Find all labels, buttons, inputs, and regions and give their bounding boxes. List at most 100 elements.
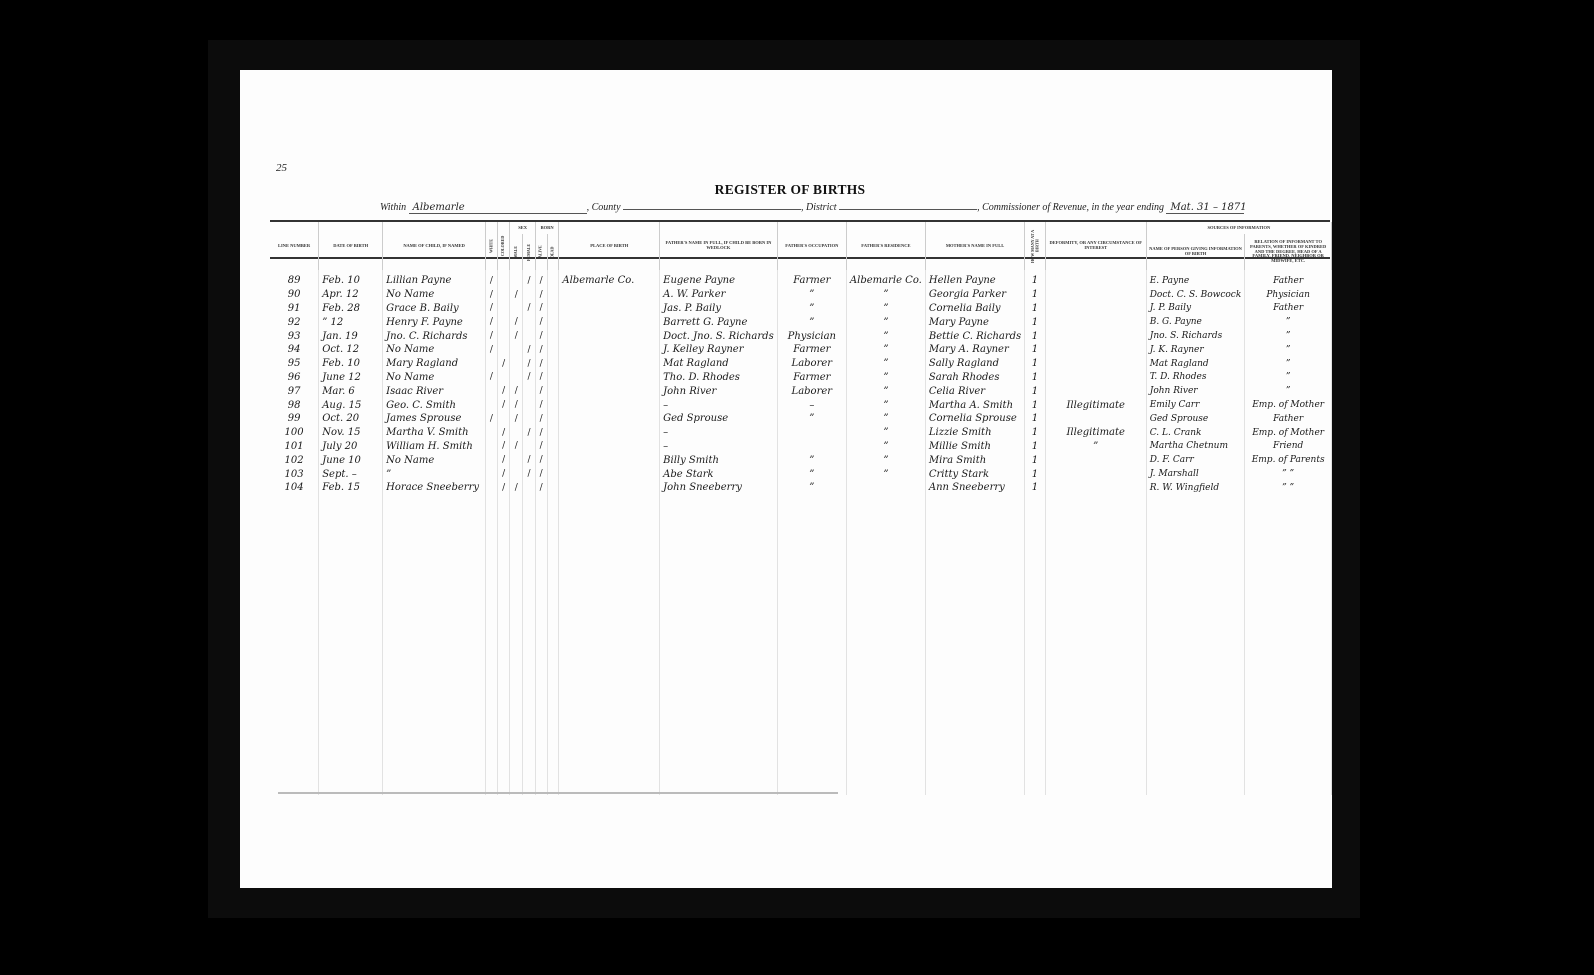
line-number: 89 bbox=[270, 270, 320, 288]
tick-white bbox=[485, 480, 498, 495]
father-occupation: ” bbox=[777, 453, 847, 468]
date-of-birth: Oct. 12 bbox=[318, 342, 384, 357]
date-of-birth: July 20 bbox=[318, 439, 384, 454]
how-many: 1 bbox=[1024, 356, 1046, 371]
father-residence: Albemarle Co. bbox=[846, 270, 926, 288]
mother-name: Sarah Rhodes bbox=[925, 370, 1026, 385]
deformity: Illegitimate bbox=[1045, 398, 1147, 412]
father-name: Jas. P. Baily bbox=[659, 301, 778, 316]
page-title: REGISTER OF BIRTHS bbox=[714, 182, 866, 197]
deformity: ” bbox=[1045, 439, 1147, 454]
empty-cell bbox=[1244, 494, 1332, 795]
tick-female bbox=[522, 315, 536, 330]
tick-alive: / bbox=[535, 342, 548, 357]
place-of-birth bbox=[558, 356, 661, 371]
how-many: 1 bbox=[1024, 411, 1046, 426]
tick-white bbox=[485, 425, 498, 440]
mother-name: Hellen Payne bbox=[925, 270, 1026, 288]
how-many: 1 bbox=[1024, 398, 1046, 412]
tick-dead bbox=[547, 342, 560, 357]
informant-name: Emily Carr bbox=[1146, 398, 1246, 412]
line-number: 95 bbox=[270, 356, 320, 371]
father-residence bbox=[846, 480, 926, 495]
header-informant-relation: Relation of Informant to Parents, Whethe… bbox=[1244, 234, 1332, 270]
table-row: 100 Nov. 15 Martha V. Smith / / / –” Lizzie Smi… bbox=[270, 425, 1332, 440]
tick-white: / bbox=[485, 411, 498, 426]
informant-name: J. P. Baily bbox=[1146, 301, 1246, 316]
district-blank bbox=[623, 209, 802, 210]
tick-female bbox=[522, 384, 536, 399]
father-residence: ” bbox=[846, 425, 926, 440]
tick-colored: / bbox=[497, 398, 511, 412]
how-many: 1 bbox=[1024, 287, 1046, 302]
tick-female: / bbox=[522, 270, 536, 288]
line-number: 101 bbox=[270, 439, 320, 454]
child-name: Henry F. Payne bbox=[382, 315, 486, 330]
deformity bbox=[1045, 287, 1147, 302]
place-of-birth bbox=[558, 453, 661, 468]
line-number: 92 bbox=[270, 315, 320, 330]
tick-white: / bbox=[485, 342, 498, 357]
tick-female bbox=[522, 480, 536, 495]
tick-dead bbox=[547, 301, 560, 316]
informant-relation: Father bbox=[1244, 270, 1332, 288]
tick-male: / bbox=[509, 287, 524, 302]
tick-female: / bbox=[522, 467, 536, 481]
informant-name: C. L. Crank bbox=[1146, 425, 1246, 440]
father-residence: ” bbox=[846, 384, 926, 399]
tick-alive: / bbox=[535, 411, 548, 426]
date-of-birth: Sept. – bbox=[318, 467, 384, 481]
tick-alive: / bbox=[535, 356, 548, 371]
tick-white bbox=[485, 453, 498, 468]
how-many: 1 bbox=[1024, 270, 1046, 288]
mother-name: Georgia Parker bbox=[925, 287, 1026, 302]
header-white: White bbox=[485, 222, 498, 270]
tick-dead bbox=[547, 270, 560, 288]
tick-male: / bbox=[509, 398, 524, 412]
informant-name: Jno. S. Richards bbox=[1146, 329, 1246, 343]
tick-male bbox=[509, 301, 524, 316]
line-number: 97 bbox=[270, 384, 320, 399]
empty-cell bbox=[522, 494, 536, 795]
father-occupation bbox=[777, 425, 847, 440]
tick-female bbox=[522, 439, 536, 454]
table-row: 90 Apr. 12 No Name / / / A. W. Parker”” Georgia… bbox=[270, 287, 1332, 302]
tick-female: / bbox=[522, 453, 536, 468]
place-of-birth bbox=[558, 384, 661, 399]
informant-relation: ” ” bbox=[1244, 480, 1332, 495]
father-name: A. W. Parker bbox=[659, 287, 778, 302]
line-number: 100 bbox=[270, 425, 320, 440]
tick-alive: / bbox=[535, 480, 548, 495]
father-occupation: Laborer bbox=[777, 384, 847, 399]
child-name: No Name bbox=[382, 287, 486, 302]
informant-relation: ” bbox=[1244, 342, 1332, 357]
commissioner-label: , Commissioner of Revenue, in the year e… bbox=[977, 202, 1164, 213]
deformity bbox=[1045, 356, 1147, 371]
tick-colored bbox=[497, 342, 511, 357]
line-number: 98 bbox=[270, 398, 320, 412]
tick-dead bbox=[547, 356, 560, 371]
child-name: Geo. C. Smith bbox=[382, 398, 486, 412]
within-label: Within bbox=[380, 202, 407, 213]
tick-dead bbox=[547, 370, 560, 385]
father-residence: ” bbox=[846, 356, 926, 371]
father-name: Ged Sprouse bbox=[659, 411, 778, 426]
empty-cell bbox=[382, 494, 486, 795]
father-residence: ” bbox=[846, 301, 926, 316]
register-subheading: Within Albemarle, County , District , Co… bbox=[380, 202, 1247, 214]
how-many: 1 bbox=[1024, 301, 1046, 316]
tick-dead bbox=[547, 480, 560, 495]
date-of-birth: June 12 bbox=[318, 370, 384, 385]
header-name-of-child: Name of Child, If Named bbox=[382, 222, 486, 270]
tick-dead bbox=[547, 439, 560, 454]
tick-white: / bbox=[485, 329, 498, 343]
line-number: 91 bbox=[270, 301, 320, 316]
father-residence: ” bbox=[846, 411, 926, 426]
scan-streak bbox=[278, 792, 838, 794]
deformity bbox=[1045, 480, 1147, 495]
tick-colored bbox=[497, 301, 511, 316]
empty-cell bbox=[535, 494, 548, 795]
deformity bbox=[1045, 453, 1147, 468]
place-of-birth bbox=[558, 467, 661, 481]
deformity bbox=[1045, 301, 1147, 316]
